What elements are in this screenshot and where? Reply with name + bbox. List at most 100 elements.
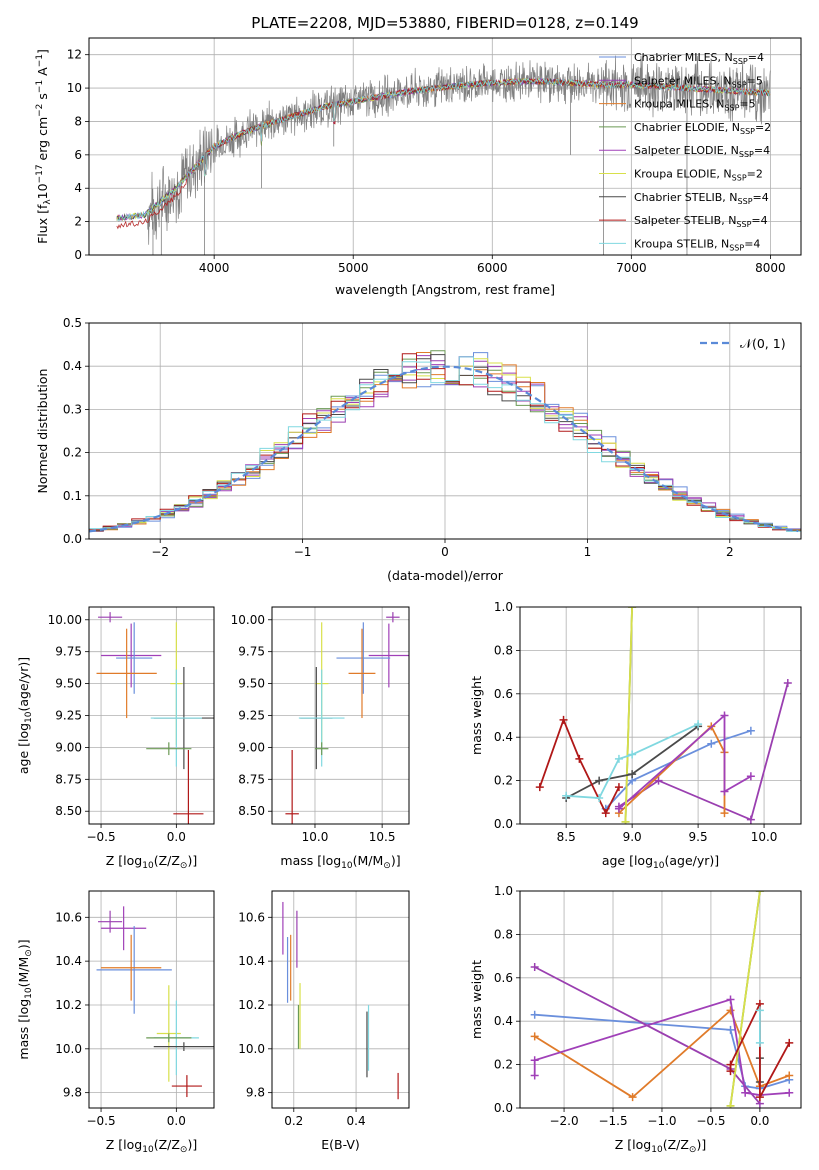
legend-count: =4 (751, 214, 767, 227)
residual-histogram (89, 352, 801, 532)
plot-area (116, 55, 771, 255)
x-axis-label-part: 10 (341, 861, 353, 871)
y-axis-label: Normed distribution (35, 369, 50, 494)
legend-label: Salpeter STELIB, NSSP=4 (634, 214, 768, 229)
y-axis-label-part: Flux [f (35, 204, 50, 244)
y-tick-label: 8.50 (55, 804, 82, 818)
y-tick-label: 6 (74, 148, 82, 162)
y-tick-label: 10.4 (238, 954, 265, 968)
legend-sub: SSP (733, 57, 748, 66)
y-tick-label: 0.2 (63, 446, 82, 460)
y-tick-label: 0.0 (494, 1101, 513, 1115)
y-axis-label: mass [log10(M/M⊙)] (16, 939, 34, 1059)
y-tick-label: 0.6 (494, 971, 513, 985)
axes-frame (88, 322, 802, 540)
mass-weight-point (720, 711, 729, 720)
x-tick-label: 1 (584, 545, 592, 559)
mass-weight-point (720, 787, 729, 796)
legend-label: 𝒩(0, 1) (740, 336, 786, 351)
x-axis-label-part: mass [log (280, 853, 341, 868)
plot-area (285, 612, 409, 824)
x-tick-label: −0.5 (696, 1114, 725, 1128)
legend-count: =4 (744, 237, 760, 250)
plot-area (96, 612, 214, 824)
y-axis-label-part: 10 (24, 987, 34, 999)
x-tick-label: 0.0 (167, 830, 186, 844)
residual-histogram (89, 354, 801, 532)
y-axis-label-part: ⊙ (24, 949, 34, 957)
y-tick-label: 8 (74, 114, 82, 128)
legend-name: Chabrier STELIB, N (634, 191, 738, 204)
y-axis-label-part: 10 (24, 711, 34, 723)
mass-weight-point (746, 772, 755, 781)
mass-weight-point (694, 720, 703, 729)
mass-weight-point (726, 1025, 735, 1034)
legend-sub: SSP (739, 150, 754, 159)
y-axis-label: age [log10(age/yr)] (16, 657, 34, 774)
y-tick-label: 0.4 (494, 730, 513, 744)
plot-area (282, 901, 399, 1100)
x-axis-label-part: 10 (142, 861, 154, 871)
x-axis-label-part: )] (187, 1137, 197, 1152)
x-axis-label-part: age [log (602, 853, 653, 868)
legend-sub: SSP (732, 80, 747, 89)
mass-weight-point (785, 1038, 794, 1047)
x-axis-label-part: )] (187, 853, 197, 868)
legend-count: =2 (747, 168, 763, 181)
mass-weight-point (614, 783, 623, 792)
mass-weight-point (726, 1101, 735, 1108)
mass-weight-point (746, 815, 755, 824)
y-axis-label-part: A (35, 67, 50, 80)
y-tick-label: 0 (74, 248, 82, 262)
legend-count: =4 (748, 51, 764, 64)
legend-name: Chabrier MILES, N (634, 51, 733, 64)
x-tick-label: 7000 (616, 261, 647, 275)
y-tick-label: 0.6 (494, 687, 513, 701)
normal-curve (89, 365, 799, 533)
mass-weight-point (628, 770, 637, 779)
x-tick-label: 10.5 (369, 830, 396, 844)
axes-frame (519, 890, 802, 1109)
y-tick-label: 9.00 (238, 740, 265, 754)
mass-weight-point (601, 809, 610, 818)
mass-weight-point (785, 1071, 794, 1080)
y-axis-label-part: )] (16, 939, 31, 949)
y-tick-label: 10.2 (55, 998, 82, 1012)
x-axis-label-part: 10 (651, 1145, 663, 1155)
y-axis-label-part: −1 (35, 80, 45, 93)
x-axis-label-part: 10 (653, 861, 665, 871)
y-axis-label-part: −2 (35, 104, 45, 117)
y-axis-label-part: ] (35, 49, 50, 54)
y-axis-label: Flux [fλ10−17 erg cm−2 s−1 A−1] (35, 49, 53, 244)
legend-label: Chabrier STELIB, NSSP=4 (634, 191, 769, 206)
x-tick-label: 0 (441, 545, 449, 559)
x-axis-label-part: ⊙ (180, 1145, 188, 1155)
legend-name: Salpeter MILES, N (634, 74, 732, 87)
y-tick-label: 0.4 (63, 359, 82, 373)
figure-title: PLATE=2208, MJD=53880, FIBERID=0128, z=0… (251, 14, 638, 32)
y-tick-label: 12 (67, 48, 82, 62)
x-axis-label: E(B-V) (321, 1137, 360, 1152)
mass-weight-point (562, 791, 571, 800)
y-tick-label: 10 (67, 81, 82, 95)
mass-weight-point (783, 678, 792, 687)
grid (89, 891, 214, 1108)
mass-weight-point (654, 776, 663, 785)
x-tick-label: 10.0 (751, 830, 778, 844)
x-axis-label-part: (Z/Z (154, 853, 180, 868)
x-tick-label: −1.5 (598, 1114, 627, 1128)
y-tick-label: 0.4 (494, 1014, 513, 1028)
axes-spectrum: 4000 5000 6000 7000 8000 0 2 4 6 8 10 12 wavelength … (35, 37, 802, 297)
y-axis-label-part: 10 (35, 183, 50, 199)
y-axis-label-part: s (35, 93, 50, 104)
residual-histogram (89, 353, 801, 532)
x-tick-label: 0.0 (167, 1114, 186, 1128)
legend-name: Kroupa MILES, N (634, 98, 724, 111)
y-tick-label: 10.00 (48, 613, 82, 627)
x-axis-label-part: ⊙ (180, 861, 188, 871)
y-tick-label: 8.75 (55, 772, 82, 786)
legend-sub: SSP (724, 104, 739, 113)
grid (272, 891, 409, 1108)
